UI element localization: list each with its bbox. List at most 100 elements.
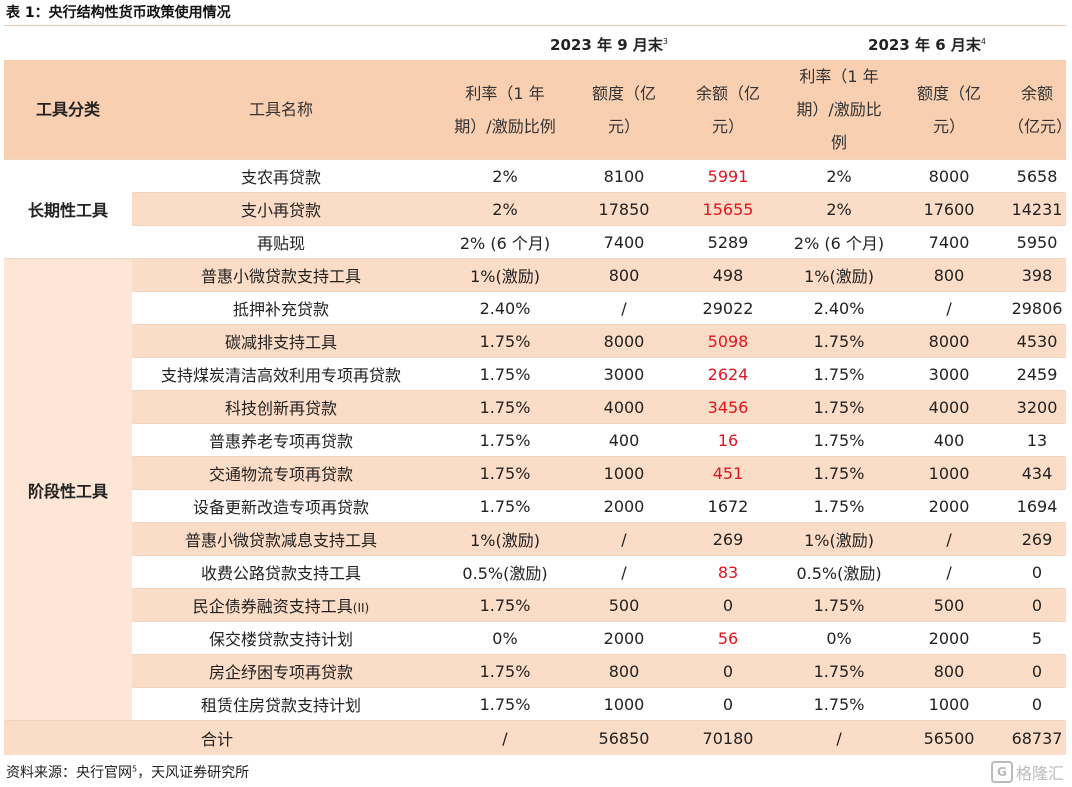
rate-jun-cell: 1.75%: [788, 357, 891, 391]
balance-jun-cell: 5950: [1008, 225, 1067, 259]
quota-jun-cell: 8000: [890, 324, 1009, 358]
header-name: 工具名称: [132, 60, 430, 160]
balance-jun-cell: 5658: [1008, 159, 1067, 193]
balance-sep-cell: 3456: [668, 390, 789, 424]
balance-sep-cell: 83: [668, 555, 789, 589]
rate-jun-cell: 1.75%: [788, 456, 891, 490]
quota-jun-cell: 800: [890, 654, 1009, 688]
tool-name-cell: 收费公路贷款支持工具: [132, 555, 430, 589]
rate-sep-cell: 1.75%: [430, 423, 580, 457]
category-cell: 阶段性工具: [4, 258, 132, 721]
quota-sep-cell: 7400: [580, 225, 668, 259]
quota-jun-cell: 1000: [890, 687, 1009, 721]
quota-jun-cell: 1000: [890, 456, 1009, 490]
quota-jun-cell: 2000: [890, 489, 1009, 523]
quota-jun-cell: 7400: [890, 225, 1009, 259]
quota-sep-cell: 3000: [580, 357, 668, 391]
header-category: 工具分类: [4, 60, 132, 160]
rate-jun-cell: 0.5%(激励): [788, 555, 891, 589]
balance-sep-cell: 16: [668, 423, 789, 457]
category-cell: 长期性工具: [4, 159, 132, 259]
table-row: 再贴现 2% (6 个月) 7400 5289 2% (6 个月) 7400 5950: [4, 225, 1067, 259]
rate-jun-cell: 2%: [788, 159, 891, 193]
quota-sep-cell: /: [580, 291, 668, 325]
rate-jun-cell: 2.40%: [788, 291, 891, 325]
tool-name-cell: 设备更新改造专项再贷款: [132, 489, 430, 523]
quota-jun-cell: 2000: [890, 621, 1009, 655]
balance-sep-cell: 5991: [668, 159, 789, 193]
tool-name-cell: 保交楼贷款支持计划: [132, 621, 430, 655]
balance-jun-cell: 14231: [1008, 192, 1067, 226]
tool-name-cell: 交通物流专项再贷款: [132, 456, 430, 490]
total-balance-jun: 68737: [1008, 720, 1067, 755]
tool-name-cell: 科技创新再贷款: [132, 390, 430, 424]
balance-jun-cell: 434: [1008, 456, 1067, 490]
rate-sep-cell: 0%: [430, 621, 580, 655]
tool-name-cell: 抵押补充贷款: [132, 291, 430, 325]
table-row: 民企债券融资支持工具(II) 1.75% 500 0 1.75% 500 0: [4, 588, 1067, 622]
quota-sep-cell: 8000: [580, 324, 668, 358]
rate-sep-cell: 2%: [430, 159, 580, 193]
balance-jun-cell: 269: [1008, 522, 1067, 556]
quota-sep-cell: 2000: [580, 489, 668, 523]
header-rate-jun: 利率（1 年期）/激励比例: [788, 60, 891, 160]
rate-sep-cell: 1%(激励): [430, 522, 580, 556]
total-rate-sep: /: [430, 720, 580, 755]
quota-sep-cell: 800: [580, 258, 668, 292]
rate-jun-cell: 1.75%: [788, 390, 891, 424]
rate-jun-cell: 1%(激励): [788, 258, 891, 292]
header-quota-sep: 额度（亿元）: [580, 60, 668, 160]
header-balance-sep: 余额（亿元）: [668, 60, 789, 160]
rate-sep-cell: 2% (6 个月): [430, 225, 580, 259]
table-row: 保交楼贷款支持计划 0% 2000 56 0% 2000 5: [4, 621, 1067, 655]
total-balance-sep: 70180: [668, 720, 789, 755]
rate-jun-cell: 1.75%: [788, 687, 891, 721]
quota-sep-cell: 17850: [580, 192, 668, 226]
table-row: 收费公路贷款支持工具 0.5%(激励)/83 0.5%(激励)/0: [4, 555, 1067, 589]
rate-jun-cell: 1.75%: [788, 423, 891, 457]
total-rate-jun: /: [788, 720, 891, 755]
tool-name-cell: 普惠小微贷款支持工具: [132, 258, 430, 292]
table-row: 普惠养老专项再贷款 1.75% 400 16 1.75% 400 13: [4, 423, 1067, 457]
balance-jun-cell: 0: [1008, 555, 1067, 589]
header-quota-jun: 额度（亿元）: [890, 60, 1009, 160]
header-balance-jun: 余额（亿元）: [1008, 60, 1072, 160]
balance-sep-cell: 5098: [668, 324, 789, 358]
rate-jun-cell: 1.75%: [788, 489, 891, 523]
balance-sep-cell: 0: [668, 654, 789, 688]
tool-name-cell: 普惠养老专项再贷款: [132, 423, 430, 457]
rate-sep-cell: 1.75%: [430, 390, 580, 424]
balance-sep-cell: 269: [668, 522, 789, 556]
total-row: 合计/56850 70180/56500 68737: [4, 720, 1067, 755]
tool-name-cell: 支小再贷款: [132, 192, 430, 226]
period-jun: 2023 年 6 月末4: [868, 35, 986, 54]
table-row: 普惠小微贷款减息支持工具 1%(激励)/269 1%(激励)/269: [4, 522, 1067, 556]
balance-jun-cell: 0: [1008, 654, 1067, 688]
balance-sep-cell: 29022: [668, 291, 789, 325]
rate-jun-cell: 1%(激励): [788, 522, 891, 556]
rate-sep-cell: 0.5%(激励): [430, 555, 580, 589]
watermark-text: 格隆汇: [1015, 764, 1064, 783]
balance-sep-cell: 0: [668, 588, 789, 622]
quota-jun-cell: 3000: [890, 357, 1009, 391]
source-note: 资料来源：央行官网5，天风证券研究所: [6, 764, 250, 781]
tool-name-cell: 租赁住房贷款支持计划: [132, 687, 430, 721]
rate-sep-cell: 1.75%: [430, 357, 580, 391]
period-sep: 2023 年 9 月末3: [550, 35, 668, 54]
balance-jun-cell: 13: [1008, 423, 1067, 457]
table-row: 抵押补充贷款 2.40%/29022 2.40%/29806: [4, 291, 1067, 325]
tool-name-cell: 碳减排支持工具: [132, 324, 430, 358]
tool-name-cell: 再贴现: [132, 225, 430, 259]
quota-jun-cell: 400: [890, 423, 1009, 457]
balance-jun-cell: 0: [1008, 588, 1067, 622]
quota-sep-cell: 500: [580, 588, 668, 622]
table-row: 房企纾困专项再贷款 1.75% 800 0 1.75% 800 0: [4, 654, 1067, 688]
balance-jun-cell: 0: [1008, 687, 1067, 721]
table-row: 支持煤炭清洁高效利用专项再贷款 1.75% 3000 2624 1.75% 3000 245…: [4, 357, 1067, 391]
quota-jun-cell: 4000: [890, 390, 1009, 424]
balance-sep-cell: 1672: [668, 489, 789, 523]
balance-jun-cell: 1694: [1008, 489, 1067, 523]
rate-jun-cell: 2%: [788, 192, 891, 226]
quota-sep-cell: 1000: [580, 687, 668, 721]
balance-sep-cell: 2624: [668, 357, 789, 391]
